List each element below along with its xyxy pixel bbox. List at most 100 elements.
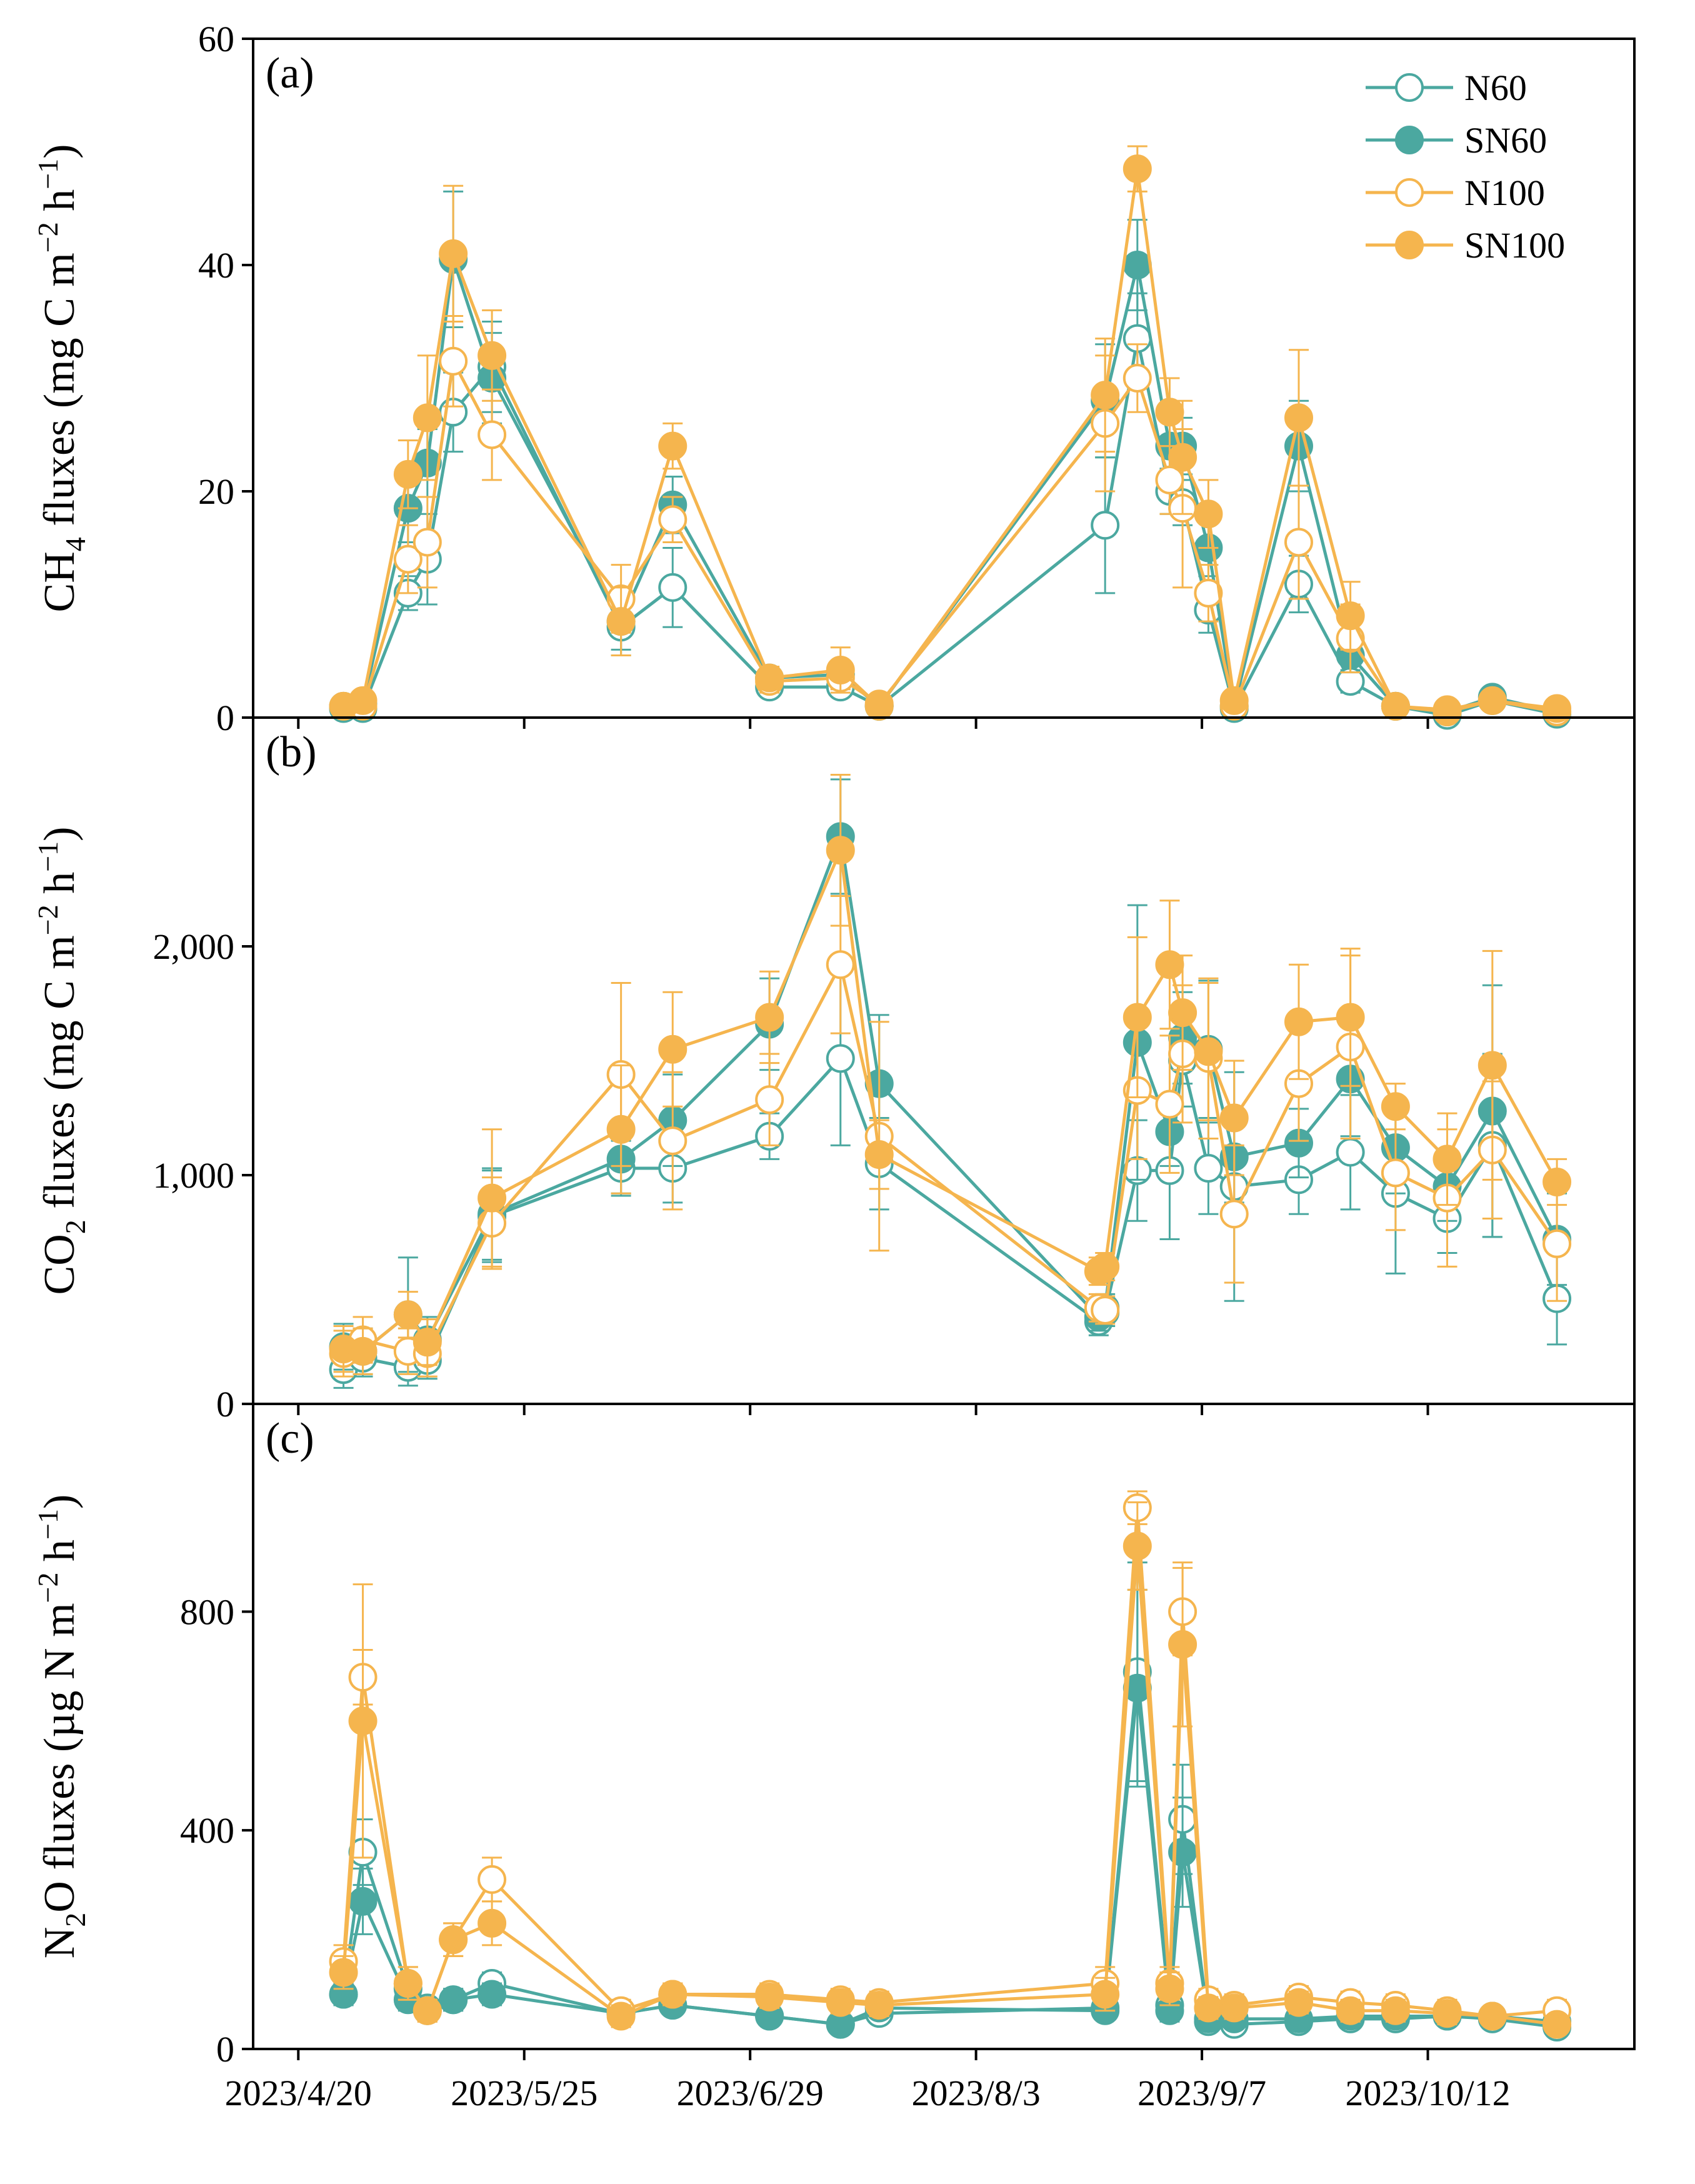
series-n60	[329, 1561, 1572, 2042]
series-line	[343, 830, 1559, 1353]
data-point	[439, 1925, 468, 1955]
data-point	[1284, 403, 1313, 433]
data-point	[1091, 381, 1120, 410]
data-point	[348, 686, 378, 715]
data-point	[393, 544, 422, 574]
series-n100	[329, 314, 1572, 726]
panel-3: 0 400 800 (c) N2O fluxes (µg N m−2 h−1)	[32, 1403, 1636, 2070]
y-axis-label: CH4 fluxes (mg C m−2 h−1)	[32, 144, 91, 613]
series-n60	[329, 292, 1572, 730]
data-point	[755, 1085, 784, 1115]
data-point	[348, 1336, 378, 1366]
x-tick-label: 2023/4/20	[225, 2073, 372, 2113]
data-point	[1219, 686, 1249, 715]
data-point	[864, 1140, 894, 1170]
panel-2: 0 1,000 2,000 (b) CO2 fluxes (mg C m−2 h−1)	[32, 716, 1636, 1425]
data-point	[348, 1886, 378, 1916]
data-point	[412, 528, 442, 557]
data-point	[1091, 1295, 1120, 1325]
data-point	[826, 1044, 855, 1073]
data-point	[1478, 686, 1507, 715]
y-tick-label: 60	[198, 19, 234, 59]
series-line	[343, 844, 1559, 1353]
y-tick-label: 0	[216, 1384, 234, 1425]
data-point	[478, 1865, 507, 1894]
legend-label: N100	[1464, 173, 1545, 213]
y-tick-label: 1,000	[153, 1155, 235, 1196]
data-point	[606, 607, 636, 636]
data-point	[1219, 1200, 1249, 1229]
data-point	[1219, 1103, 1249, 1133]
series-line	[342, 1055, 1559, 1371]
data-point	[1122, 154, 1152, 184]
series-sn60	[329, 1588, 1572, 2039]
data-point	[1336, 601, 1365, 631]
panel-label: (a)	[266, 49, 314, 98]
legend-item-n60: N60	[1366, 68, 1527, 108]
data-point	[439, 1985, 468, 2015]
y-tick-label: 800	[180, 1591, 234, 1632]
data-point	[478, 341, 507, 370]
data-point	[1194, 499, 1223, 529]
data-point	[826, 1988, 855, 2017]
data-point	[1432, 1999, 1462, 2028]
data-point	[1219, 1993, 1249, 2023]
data-point	[658, 1126, 688, 1156]
data-point	[1122, 364, 1152, 393]
series-line	[342, 1671, 1558, 2029]
series-sn60	[329, 190, 1572, 726]
data-point	[1194, 1037, 1223, 1066]
data-point	[478, 1183, 507, 1213]
data-point	[393, 459, 422, 489]
data-point	[1432, 1145, 1462, 1174]
x-tick-label: 2023/8/3	[912, 2073, 1041, 2113]
data-point	[755, 663, 784, 693]
data-point	[1155, 950, 1184, 979]
x-tick-label: 2023/10/12	[1345, 2073, 1510, 2113]
panel-label: (b)	[266, 728, 317, 776]
legend: N60 SN60 N100 SN100	[1366, 68, 1565, 266]
series-line	[342, 1508, 1558, 2018]
data-point	[348, 1706, 378, 1736]
data-point	[1168, 998, 1198, 1028]
series-sn100	[329, 774, 1572, 1375]
legend-item-sn60: SN60	[1366, 120, 1547, 161]
data-point	[658, 573, 688, 602]
legend-label: SN100	[1464, 225, 1565, 266]
series-line	[342, 1688, 1558, 2026]
legend-label: N60	[1464, 68, 1527, 108]
data-point	[393, 1300, 422, 1330]
data-point	[439, 239, 468, 268]
plot-frame	[252, 1403, 1636, 2050]
y-axis-label: CO2 fluxes (mg C m−2 h−1)	[32, 827, 91, 1295]
data-point	[826, 655, 855, 684]
data-point	[1194, 578, 1223, 608]
data-point	[329, 1958, 358, 1987]
data-point	[412, 1328, 442, 1357]
series-sn100	[329, 145, 1572, 724]
data-point	[1542, 2010, 1572, 2039]
series-n100	[329, 1490, 1572, 2031]
data-point	[755, 1003, 784, 1032]
data-point	[606, 2001, 636, 2031]
data-point	[658, 1980, 688, 2009]
data-point	[1381, 691, 1410, 721]
data-point	[1091, 1252, 1120, 1281]
legend-marker	[1395, 178, 1424, 207]
x-tick-label: 2023/6/29	[677, 2073, 824, 2113]
series-line	[343, 259, 1558, 714]
plot-frame	[252, 716, 1636, 1405]
data-point	[658, 505, 688, 534]
data-point	[1542, 1229, 1572, 1258]
y-tick-label: 0	[216, 698, 234, 738]
series-line	[343, 356, 1558, 714]
data-point	[658, 1034, 688, 1064]
data-point	[478, 420, 507, 449]
data-point	[412, 1996, 442, 2025]
y-axis-label: N2O fluxes (µg N m−2 h−1)	[32, 1495, 91, 1959]
data-point	[1194, 1154, 1223, 1183]
data-point	[1542, 694, 1572, 723]
y-tick-label: 20	[198, 471, 234, 512]
y-tick-label: 2,000	[153, 926, 235, 967]
data-point	[1381, 1996, 1410, 2025]
